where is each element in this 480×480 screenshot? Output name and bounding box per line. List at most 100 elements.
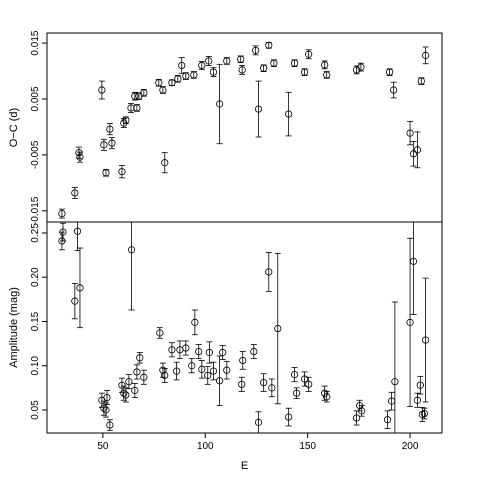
y-tick-label: 0.005 [30, 86, 41, 111]
point [198, 61, 206, 70]
x-tick-label: 150 [299, 441, 316, 452]
point [274, 324, 282, 333]
point [136, 354, 144, 362]
point [71, 189, 79, 197]
error-bar [250, 344, 257, 360]
error-bar [422, 277, 429, 403]
error-bar [414, 131, 421, 169]
error-bar [391, 301, 398, 433]
point [195, 347, 203, 356]
point [118, 168, 126, 176]
point [358, 407, 366, 415]
point [127, 246, 136, 254]
point [209, 367, 218, 375]
point [73, 227, 82, 235]
error-bar [410, 222, 417, 315]
y-tick-label: 0.25 [30, 223, 41, 243]
error-bar [59, 222, 66, 242]
point [409, 150, 418, 158]
point [76, 153, 84, 161]
point [133, 104, 141, 112]
error-bar [255, 411, 262, 433]
error-bar [204, 366, 211, 385]
error-bar [128, 222, 135, 311]
error-bar [417, 375, 424, 395]
point [321, 61, 329, 69]
point [413, 396, 422, 404]
point [133, 368, 141, 376]
point [252, 46, 260, 54]
point [102, 406, 110, 414]
point [159, 86, 167, 94]
error-bar [191, 309, 198, 336]
point [76, 284, 84, 292]
error-bar [140, 369, 147, 385]
point [108, 139, 116, 147]
error-bar [388, 391, 395, 411]
point [254, 418, 263, 426]
point [209, 68, 218, 76]
error-bar [321, 60, 328, 70]
error-bar [285, 407, 292, 427]
error-bar [136, 352, 143, 364]
error-bar [106, 123, 113, 136]
point [391, 378, 399, 386]
point [118, 381, 126, 389]
point [323, 393, 331, 401]
error-bar [238, 376, 245, 392]
error-bar [106, 419, 113, 431]
point [216, 100, 224, 108]
point [285, 413, 293, 421]
point [204, 371, 212, 380]
error-bar [353, 410, 360, 426]
point [238, 380, 246, 388]
y-axis-label: O−C (d) [8, 108, 20, 147]
error-bar [103, 390, 110, 406]
point [122, 391, 130, 399]
error-bar [156, 327, 163, 339]
point [323, 71, 331, 79]
point [290, 59, 299, 67]
point [191, 318, 199, 326]
error-bar [98, 80, 105, 100]
error-bar [125, 374, 132, 390]
point [219, 348, 227, 357]
point [131, 92, 139, 100]
point [285, 110, 293, 118]
error-bar [414, 392, 421, 408]
point [290, 370, 299, 379]
plot-area [58, 222, 430, 433]
error-bar [176, 340, 183, 360]
plot-area [58, 41, 430, 219]
error-bar [108, 137, 115, 150]
x-axis-label: E [241, 460, 248, 472]
error-bar [353, 65, 360, 75]
point [265, 268, 273, 276]
point [205, 57, 213, 65]
point [120, 389, 128, 397]
point [198, 365, 206, 373]
error-bar [216, 63, 223, 145]
error-bar [384, 410, 391, 429]
error-bar [216, 355, 223, 406]
error-bar [71, 283, 78, 320]
point [238, 66, 246, 74]
error-bar [198, 360, 205, 379]
point [270, 59, 278, 67]
point [300, 375, 309, 383]
error-bar [274, 252, 281, 405]
error-bar [133, 364, 140, 380]
point [223, 57, 231, 65]
error-bar [410, 141, 417, 167]
y-tick-label: 0.15 [30, 311, 41, 331]
error-bar [285, 91, 292, 137]
point [71, 297, 79, 305]
error-bar [161, 367, 168, 383]
point [416, 381, 424, 389]
point [173, 367, 181, 375]
point [75, 149, 83, 157]
error-bar [102, 402, 109, 418]
point [390, 86, 398, 94]
error-bar [407, 237, 414, 407]
